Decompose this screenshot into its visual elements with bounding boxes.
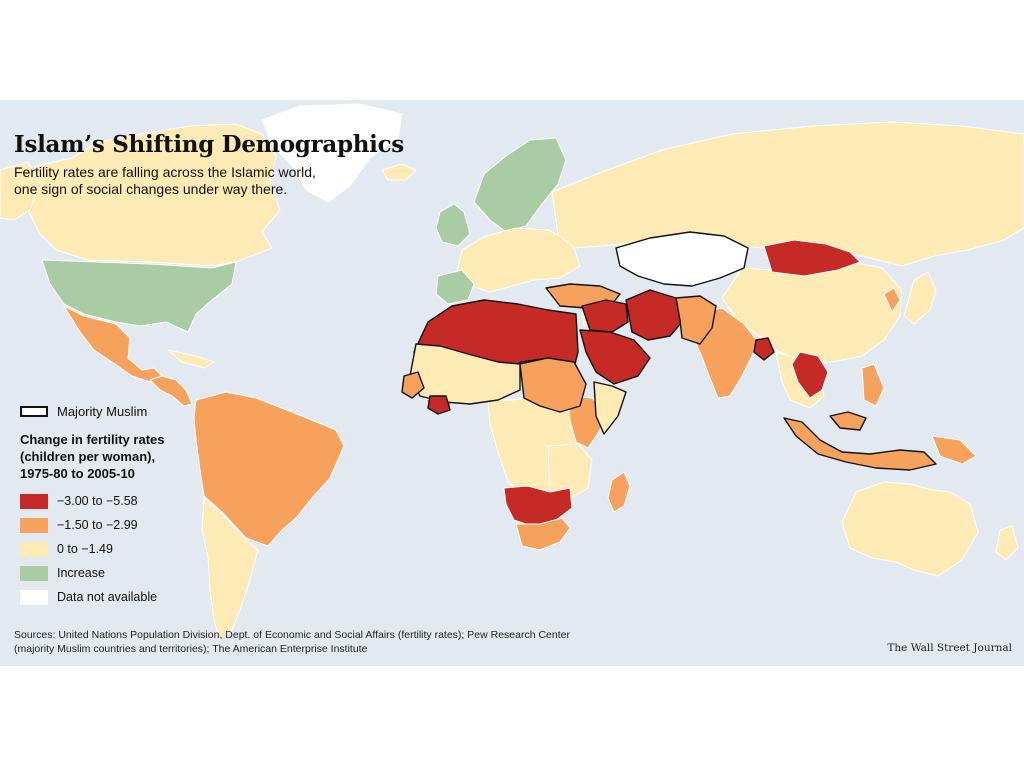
philippines: [861, 363, 885, 407]
publisher-credit: The Wall Street Journal: [887, 642, 1012, 654]
legend-heading-line: (children per woman),: [20, 449, 156, 464]
map-subtitle: Fertility rates are falling across the I…: [14, 164, 374, 198]
korea: [883, 287, 901, 313]
mongolia: [763, 239, 861, 277]
madagascar: [607, 471, 631, 513]
outline-swatch: [20, 405, 48, 417]
majority-muslim-regions: [401, 231, 937, 471]
iran: [625, 289, 683, 341]
papua-new-guinea: [931, 435, 977, 465]
legend-swatch: [20, 517, 48, 533]
map-legend: Majority Muslim Change in fertility rate…: [20, 400, 210, 609]
legend-heading-line: Change in fertility rates: [20, 432, 165, 447]
usa: [41, 259, 237, 333]
south-africa: [515, 517, 571, 551]
map-graphic: Islam’s Shifting Demographics Fertility …: [0, 100, 1024, 666]
central-america: [149, 375, 193, 407]
southern-africa-red: [503, 485, 573, 527]
iberia: [435, 269, 475, 305]
vietnam-thailand: [791, 351, 829, 399]
legend-item-label: −3.00 to −5.58: [57, 494, 138, 508]
majority-muslim-key: Majority Muslim: [20, 400, 210, 422]
indonesia: [783, 417, 937, 471]
bangladesh: [753, 337, 775, 361]
legend-item-na: Data not available: [20, 585, 210, 609]
somalia-horn: [593, 381, 627, 435]
legend-swatch: [20, 541, 48, 557]
caribbean: [167, 349, 215, 369]
mexico: [63, 305, 163, 383]
central-asia: [615, 231, 749, 287]
map-title: Islam’s Shifting Demographics: [14, 131, 404, 158]
subtitle-line: Fertility rates are falling across the I…: [14, 164, 316, 180]
legend-swatch: [20, 589, 48, 605]
legend-item-increase: Increase: [20, 561, 210, 585]
saudi-arabia-yemen: [579, 329, 651, 385]
world-map: [0, 100, 1024, 666]
australia: [841, 481, 979, 577]
iceland: [381, 163, 417, 181]
legend-items: −3.00 to −5.58 −1.50 to −2.99 0 to −1.49…: [20, 489, 210, 609]
legend-item-low: 0 to −1.49: [20, 537, 210, 561]
senegal-gambia: [401, 371, 425, 399]
japan: [903, 271, 937, 325]
new-zealand: [995, 525, 1019, 561]
legend-swatch: [20, 493, 48, 509]
subtitle-line: one sign of social changes under way the…: [14, 181, 288, 197]
legend-item-label: Increase: [57, 566, 105, 580]
legend-heading-line: 1975-80 to 2005-10: [20, 466, 135, 481]
sources-line: (majority Muslim countries and territori…: [14, 643, 368, 655]
malaysia: [829, 411, 867, 431]
sources-note: Sources: United Nations Population Divis…: [14, 628, 634, 656]
legend-item-label: 0 to −1.49: [57, 542, 113, 556]
greenland: [261, 103, 403, 203]
southern-cone: [201, 497, 259, 641]
sudan-chad: [519, 357, 587, 413]
legend-item-label: −1.50 to −2.99: [57, 518, 138, 532]
brazil-and-neighbours: [193, 391, 345, 547]
land-regions: [0, 103, 1024, 641]
majority-muslim-label: Majority Muslim: [57, 403, 148, 419]
legend-item-label: Data not available: [57, 590, 158, 604]
legend-item-high: −3.00 to −5.58: [20, 489, 210, 513]
afghanistan-pakistan: [675, 295, 717, 345]
legend-heading: Change in fertility rates (children per …: [20, 431, 210, 482]
canada: [21, 123, 281, 267]
legend-item-mid: −1.50 to −2.99: [20, 513, 210, 537]
alaska: [0, 161, 41, 221]
scandinavia: [473, 137, 567, 233]
sierra-leone-guinea: [427, 395, 451, 415]
sources-line: Sources: United Nations Population Divis…: [14, 629, 570, 641]
uk-ireland: [435, 203, 471, 247]
legend-swatch: [20, 565, 48, 581]
